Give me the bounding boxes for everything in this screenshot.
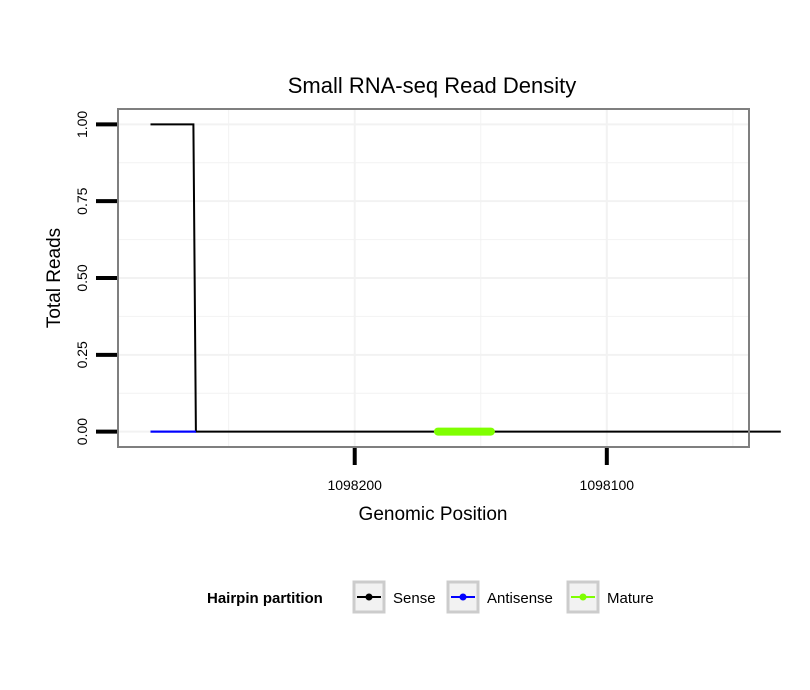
x-axis: 1098200 1098100: [327, 448, 634, 493]
x-tick-label: 1098100: [580, 477, 635, 493]
legend-key-point-sense: [365, 593, 373, 601]
y-tick-label: 0.25: [74, 341, 90, 368]
legend: Hairpin partition Sense Antisense Mature: [207, 580, 654, 614]
legend-label-antisense: Antisense: [487, 590, 553, 607]
legend-key-mature: [566, 580, 600, 614]
y-axis-title: Total Reads: [44, 228, 65, 328]
y-tick-label: 1.00: [74, 111, 90, 138]
legend-label-sense: Sense: [393, 590, 436, 607]
chart-title: Small RNA-seq Read Density: [288, 73, 577, 98]
series-layer: [150, 123, 781, 436]
x-axis-title: Genomic Position: [359, 504, 508, 525]
legend-label-mature: Mature: [607, 590, 654, 607]
y-tick-label: 0.75: [74, 187, 90, 214]
y-tick-label: 0.00: [74, 418, 90, 445]
legend-key-point-mature: [579, 593, 587, 601]
legend-key-point-antisense: [459, 593, 467, 601]
y-axis: 0.00 0.25 0.50 0.75 1.00: [74, 111, 117, 445]
plot-border: [117, 108, 750, 448]
x-tick-label: 1098200: [327, 477, 382, 493]
y-tick-label: 0.50: [74, 264, 90, 291]
legend-title: Hairpin partition: [207, 590, 323, 607]
grid-lines: [118, 109, 749, 447]
